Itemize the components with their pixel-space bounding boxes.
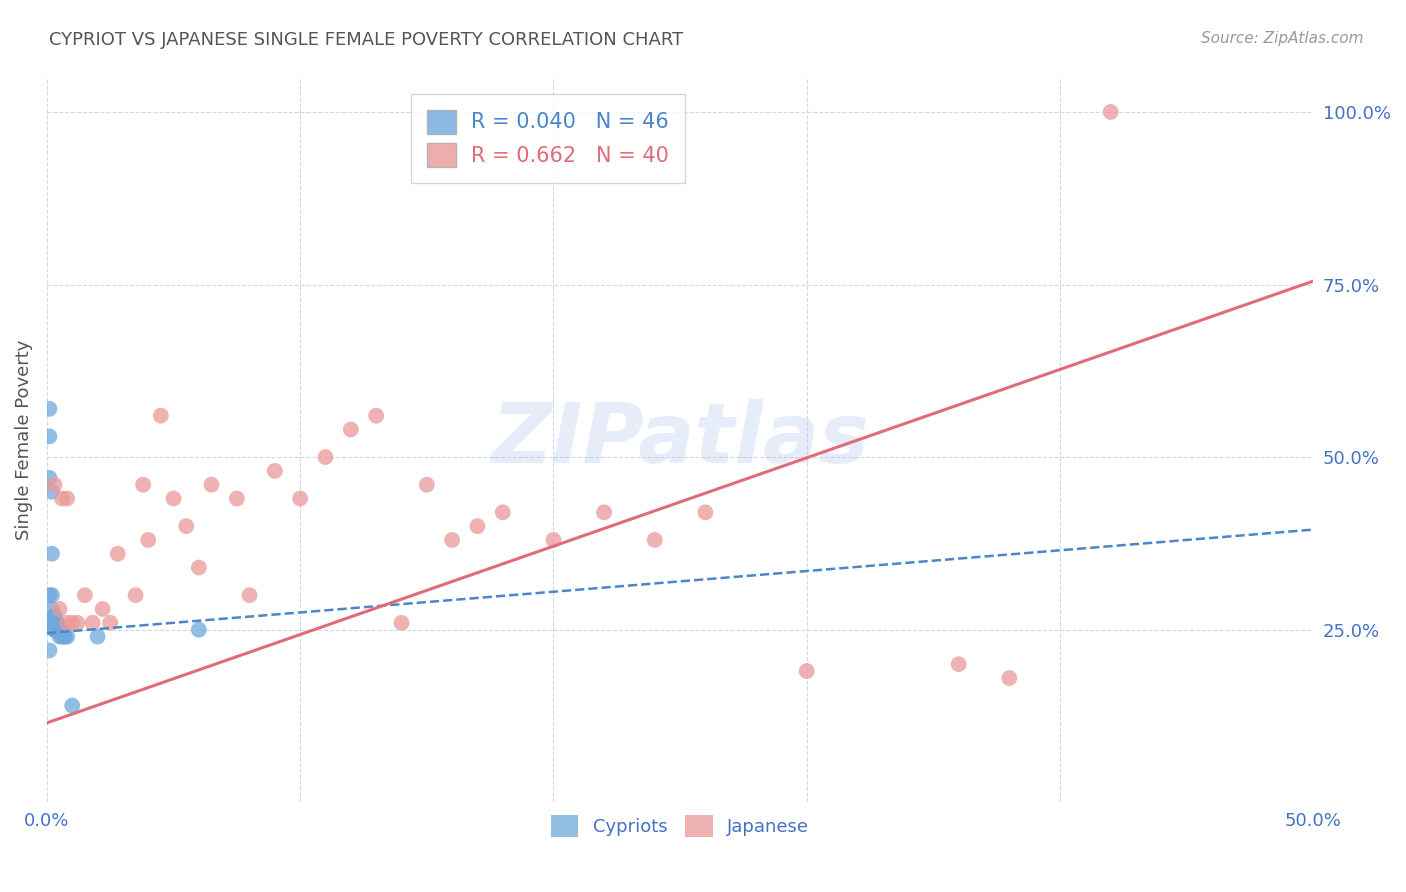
Point xyxy=(38,588,60,602)
Point xyxy=(38,643,60,657)
Point xyxy=(44,477,66,491)
Point xyxy=(48,623,70,637)
Y-axis label: Single Female Poverty: Single Female Poverty xyxy=(15,340,32,540)
Point xyxy=(66,615,89,630)
Point xyxy=(46,615,69,630)
Point xyxy=(46,623,69,637)
Point xyxy=(38,429,60,443)
Point xyxy=(416,477,439,491)
Point xyxy=(56,615,79,630)
Point xyxy=(46,615,69,630)
Point xyxy=(98,615,121,630)
Point xyxy=(51,491,73,506)
Legend: Cypriots, Japanese: Cypriots, Japanese xyxy=(544,807,815,844)
Point xyxy=(73,588,96,602)
Point xyxy=(82,615,104,630)
Point xyxy=(60,698,83,713)
Point xyxy=(48,623,70,637)
Point xyxy=(41,588,63,602)
Point xyxy=(492,505,515,519)
Point xyxy=(56,491,79,506)
Point xyxy=(340,423,363,437)
Point xyxy=(467,519,489,533)
Point xyxy=(51,623,73,637)
Point xyxy=(288,491,311,506)
Point xyxy=(46,615,69,630)
Point xyxy=(44,623,66,637)
Point xyxy=(41,602,63,616)
Point xyxy=(41,484,63,499)
Point xyxy=(48,602,70,616)
Point xyxy=(48,623,70,637)
Point xyxy=(48,630,70,644)
Point xyxy=(56,630,79,644)
Point xyxy=(44,615,66,630)
Point xyxy=(132,477,155,491)
Point xyxy=(593,505,616,519)
Point xyxy=(44,608,66,623)
Point xyxy=(162,491,184,506)
Point xyxy=(149,409,172,423)
Point xyxy=(91,602,114,616)
Point xyxy=(107,547,129,561)
Point xyxy=(46,615,69,630)
Point xyxy=(200,477,222,491)
Point xyxy=(644,533,666,547)
Point xyxy=(136,533,159,547)
Point xyxy=(46,623,69,637)
Point xyxy=(44,615,66,630)
Point xyxy=(53,630,76,644)
Point xyxy=(48,623,70,637)
Point xyxy=(41,615,63,630)
Point xyxy=(543,533,565,547)
Point xyxy=(46,623,69,637)
Point xyxy=(60,615,83,630)
Point xyxy=(187,623,209,637)
Point xyxy=(441,533,464,547)
Point xyxy=(263,464,285,478)
Point xyxy=(46,623,69,637)
Point xyxy=(48,623,70,637)
Point xyxy=(948,657,970,672)
Point xyxy=(366,409,388,423)
Point xyxy=(46,615,69,630)
Point xyxy=(796,664,818,678)
Point xyxy=(44,615,66,630)
Point xyxy=(44,615,66,630)
Point xyxy=(315,450,337,464)
Text: ZIPatlas: ZIPatlas xyxy=(491,400,869,481)
Point xyxy=(998,671,1021,685)
Point xyxy=(51,630,73,644)
Point xyxy=(695,505,717,519)
Point xyxy=(86,630,108,644)
Point xyxy=(225,491,247,506)
Point xyxy=(41,547,63,561)
Point xyxy=(38,471,60,485)
Point xyxy=(48,623,70,637)
Point xyxy=(46,615,69,630)
Point xyxy=(44,608,66,623)
Point xyxy=(1099,105,1122,120)
Point xyxy=(391,615,413,630)
Text: Source: ZipAtlas.com: Source: ZipAtlas.com xyxy=(1201,31,1364,46)
Text: CYPRIOT VS JAPANESE SINGLE FEMALE POVERTY CORRELATION CHART: CYPRIOT VS JAPANESE SINGLE FEMALE POVERT… xyxy=(49,31,683,49)
Point xyxy=(187,560,209,574)
Point xyxy=(174,519,197,533)
Point xyxy=(44,623,66,637)
Point xyxy=(38,401,60,416)
Point xyxy=(53,630,76,644)
Point xyxy=(238,588,260,602)
Point xyxy=(44,623,66,637)
Point xyxy=(124,588,146,602)
Point xyxy=(44,615,66,630)
Point xyxy=(48,623,70,637)
